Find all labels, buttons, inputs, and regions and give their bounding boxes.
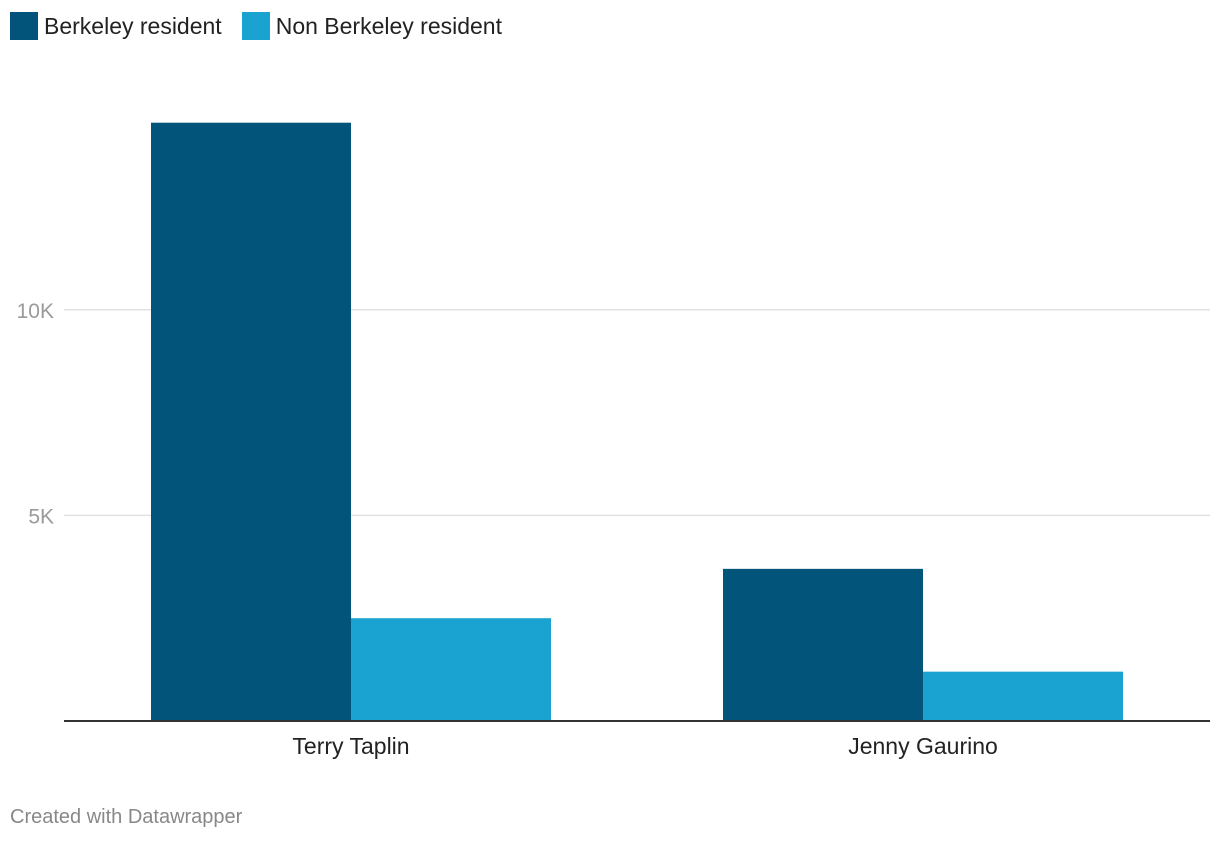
x-category-label: Jenny Gaurino <box>848 733 998 759</box>
bar-non-berkeley <box>923 671 1123 721</box>
y-tick-label: 5K <box>28 505 54 528</box>
footer-credit: Created with Datawrapper <box>10 806 243 828</box>
legend-label-berkeley: Berkeley resident <box>44 12 222 39</box>
legend: Berkeley resident Non Berkeley resident <box>10 12 502 40</box>
legend-swatch-berkeley <box>10 12 38 40</box>
bar-berkeley <box>151 122 351 722</box>
bar-non-berkeley <box>351 618 551 721</box>
legend-label-non-berkeley: Non Berkeley resident <box>275 12 502 39</box>
legend-item-berkeley: Berkeley resident <box>10 12 222 40</box>
legend-swatch-non-berkeley <box>241 12 270 40</box>
y-tick-label: 10K <box>17 300 54 323</box>
x-category-label: Terry Taplin <box>292 733 409 759</box>
bar-berkeley <box>723 568 923 721</box>
legend-item-non-berkeley: Non Berkeley resident <box>241 12 502 40</box>
